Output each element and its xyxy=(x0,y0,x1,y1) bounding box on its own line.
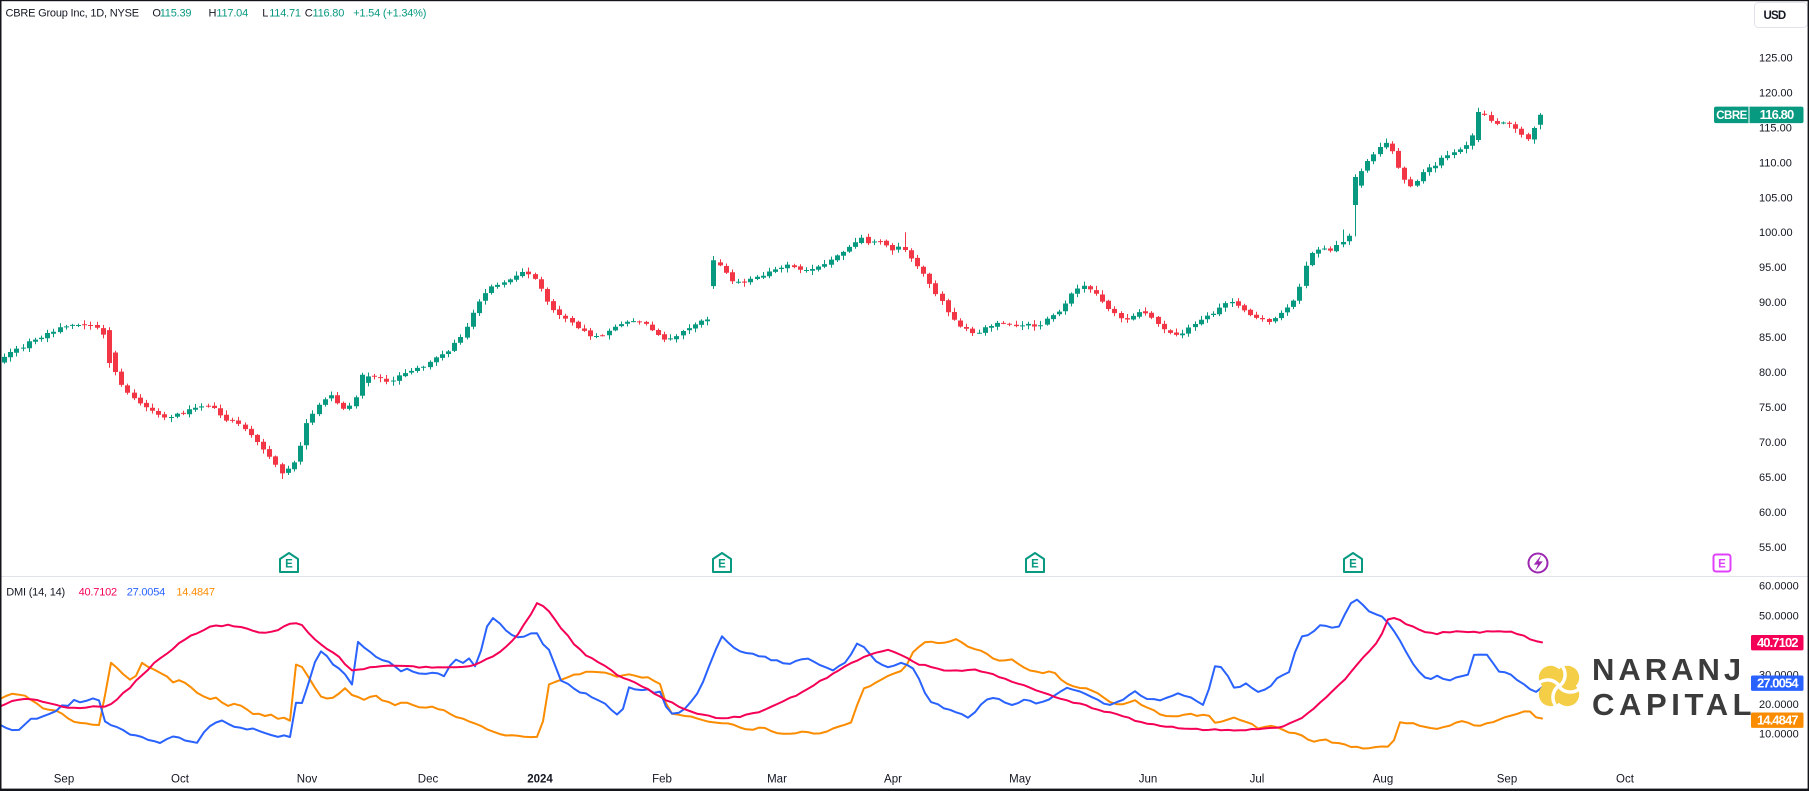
svg-text:CAPITAL: CAPITAL xyxy=(1592,687,1756,722)
svg-text:10.0000: 10.0000 xyxy=(1759,729,1799,741)
svg-text:110.00: 110.00 xyxy=(1759,157,1792,169)
svg-text:2024: 2024 xyxy=(527,773,553,785)
svg-text:105.00: 105.00 xyxy=(1759,192,1793,204)
svg-text:65.00: 65.00 xyxy=(1759,472,1787,484)
svg-text:May: May xyxy=(1009,773,1031,785)
svg-text:E: E xyxy=(1031,559,1039,571)
svg-text:NARANJ: NARANJ xyxy=(1592,652,1745,687)
svg-text:E: E xyxy=(1718,558,1726,570)
svg-text:Oct: Oct xyxy=(1616,773,1635,785)
svg-text:Jul: Jul xyxy=(1250,773,1265,785)
svg-text:95.00: 95.00 xyxy=(1759,262,1787,274)
svg-text:27.0054: 27.0054 xyxy=(1757,676,1799,691)
svg-text:80.00: 80.00 xyxy=(1759,367,1787,379)
svg-text:Feb: Feb xyxy=(652,773,672,785)
svg-text:USD: USD xyxy=(1764,10,1786,22)
svg-text:14.4847: 14.4847 xyxy=(1757,713,1798,728)
svg-text:Nov: Nov xyxy=(297,773,318,785)
svg-text:Apr: Apr xyxy=(884,773,902,785)
svg-text:100.00: 100.00 xyxy=(1759,227,1793,239)
svg-text:85.00: 85.00 xyxy=(1759,332,1787,344)
svg-text:Oct: Oct xyxy=(171,773,190,785)
svg-text:E: E xyxy=(285,559,293,571)
svg-text:Sep: Sep xyxy=(54,773,74,785)
svg-text:50.0000: 50.0000 xyxy=(1759,610,1799,622)
svg-text:115.00: 115.00 xyxy=(1759,122,1792,134)
svg-text:40.7102: 40.7102 xyxy=(1757,635,1798,650)
svg-text:125.00: 125.00 xyxy=(1759,53,1793,65)
svg-text:116.80: 116.80 xyxy=(1760,107,1794,122)
svg-text:Jun: Jun xyxy=(1139,773,1158,785)
svg-text:60.00: 60.00 xyxy=(1759,507,1787,519)
svg-text:Mar: Mar xyxy=(767,773,787,785)
svg-text:75.00: 75.00 xyxy=(1759,402,1787,414)
svg-text:120.00: 120.00 xyxy=(1759,87,1793,99)
svg-text:Aug: Aug xyxy=(1373,773,1393,785)
svg-text:Dec: Dec xyxy=(418,773,439,785)
svg-text:60.0000: 60.0000 xyxy=(1759,581,1799,593)
svg-text:CBRE: CBRE xyxy=(1716,110,1747,122)
svg-text:E: E xyxy=(718,559,726,571)
svg-text:E: E xyxy=(1349,559,1357,571)
svg-text:Sep: Sep xyxy=(1497,773,1517,785)
svg-text:90.00: 90.00 xyxy=(1759,297,1787,309)
svg-text:70.00: 70.00 xyxy=(1759,437,1787,449)
svg-text:55.00: 55.00 xyxy=(1759,542,1787,554)
svg-text:20.0000: 20.0000 xyxy=(1759,699,1799,711)
